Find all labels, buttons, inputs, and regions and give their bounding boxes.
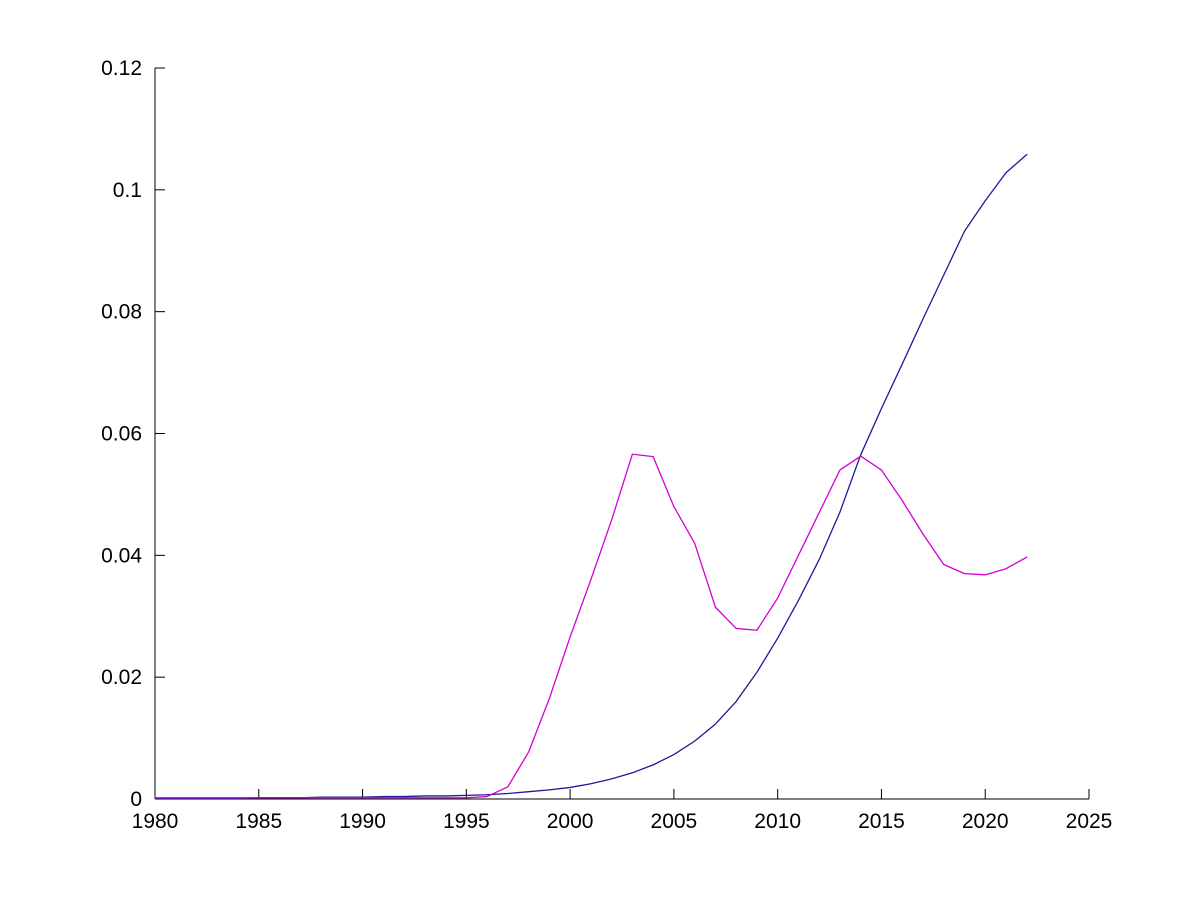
x-tick-label: 1990 bbox=[339, 810, 386, 833]
x-tick-label: 2000 bbox=[547, 810, 594, 833]
y-tick-label: 0.02 bbox=[101, 666, 142, 689]
x-tick-label: 2025 bbox=[1066, 810, 1113, 833]
x-tick-label: 1995 bbox=[443, 810, 490, 833]
x-tick-label: 2005 bbox=[651, 810, 698, 833]
y-tick-label: 0.1 bbox=[113, 179, 142, 202]
y-tick-label: 0.08 bbox=[101, 301, 142, 324]
x-tick-label: 1980 bbox=[132, 810, 179, 833]
x-tick-label: 2010 bbox=[754, 810, 801, 833]
x-tick-label: 2015 bbox=[858, 810, 905, 833]
series-line-blue-sigmoid bbox=[154, 153, 1028, 800]
series-line-magenta-double-peak bbox=[154, 453, 1028, 799]
y-tick-label: 0.12 bbox=[101, 57, 142, 80]
y-tick-label: 0 bbox=[130, 788, 142, 811]
y-tick-label: 0.06 bbox=[101, 423, 142, 446]
x-tick-label: 2020 bbox=[962, 810, 1009, 833]
x-tick-label: 1985 bbox=[235, 810, 282, 833]
y-tick-label: 0.04 bbox=[101, 544, 142, 567]
